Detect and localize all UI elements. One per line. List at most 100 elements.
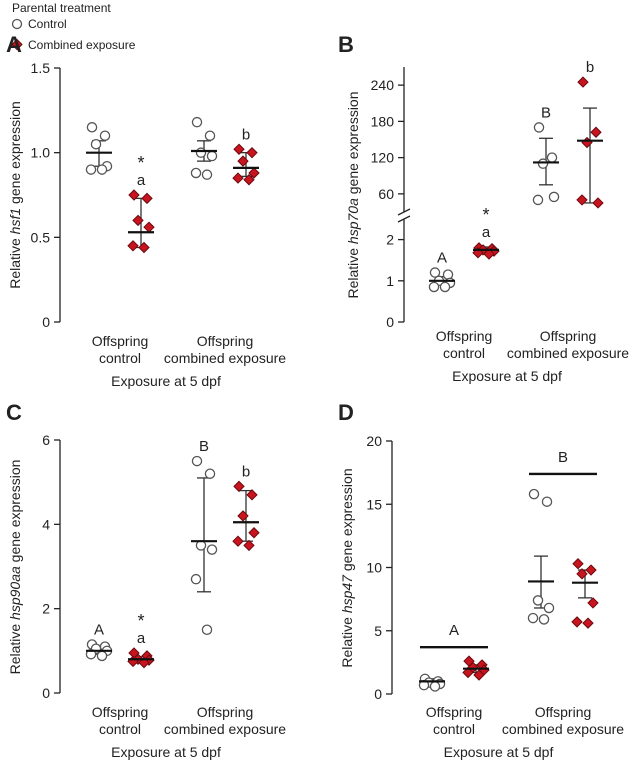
- data-point-control: [537, 158, 549, 169]
- y-axis-label-gene: hsp90aa: [7, 566, 23, 620]
- data-point-combined: [233, 480, 245, 493]
- data-point-combined: [232, 172, 244, 184]
- panel-letter: A: [6, 32, 22, 57]
- data-point-control: [532, 595, 544, 606]
- data-point-combined: [127, 240, 139, 252]
- data-point-combined: [233, 143, 245, 155]
- data-point-control: [533, 122, 545, 133]
- data-point-combined: [473, 669, 485, 681]
- x-axis-title: Exposure at 5 dpf: [111, 373, 221, 389]
- data-group-control: [418, 673, 446, 692]
- panel-letter: C: [6, 400, 22, 425]
- x-category-label-line1: Offspring: [92, 333, 149, 349]
- data-point-control: [96, 164, 108, 175]
- x-category-label-line2: combined exposure: [502, 721, 624, 737]
- y-tick-label: 10: [366, 560, 382, 576]
- y-axis-label: Relative hsp70a gene expression: [345, 91, 361, 298]
- data-point-control: [429, 267, 441, 278]
- y-tick-label: 0: [42, 314, 50, 330]
- significance-letter: a: [137, 172, 146, 189]
- panel-letter: B: [338, 32, 354, 57]
- y-tick-label: 1.5: [31, 60, 51, 76]
- data-group-control: [527, 488, 555, 625]
- significance-letter: B: [541, 104, 551, 121]
- y-tick-label: 2: [386, 232, 394, 248]
- data-group-control: [190, 116, 218, 180]
- y-axis-label-suffix: gene expression: [339, 468, 355, 575]
- x-category-label-line1: Offspring: [426, 704, 483, 720]
- y-axis-label-prefix: Relative: [345, 244, 361, 298]
- data-point-combined: [483, 248, 495, 260]
- data-point-control: [96, 650, 108, 662]
- data-point-control: [86, 122, 98, 133]
- data-point-combined: [248, 527, 260, 539]
- x-category-label-line1: Offspring: [535, 704, 592, 720]
- y-tick-label: 0: [42, 685, 50, 701]
- legend-control-marker: [11, 18, 23, 30]
- data-point-combined: [237, 510, 249, 522]
- data-group-control: B: [532, 104, 560, 206]
- significance-letter: b: [586, 59, 594, 76]
- x-category-label-line2: control: [433, 721, 475, 737]
- data-point-control: [204, 468, 216, 479]
- x-category-label-line2: control: [99, 721, 141, 737]
- data-point-combined: [138, 241, 150, 254]
- data-point-combined: [246, 146, 258, 159]
- data-group-control: [85, 122, 113, 175]
- data-group-combined: b: [232, 126, 260, 186]
- x-category-label-line2: combined exposure: [164, 350, 286, 366]
- data-point-control: [206, 150, 218, 162]
- significance-letter: A: [437, 250, 447, 267]
- data-group-combined: *a: [127, 611, 155, 669]
- data-point-combined: [243, 539, 255, 552]
- x-category-label-line2: combined exposure: [507, 345, 629, 361]
- legend-control-label: Control: [28, 17, 67, 31]
- data-point-control: [191, 455, 203, 467]
- x-axis-title: Exposure at 5 dpf: [111, 744, 221, 760]
- data-group-combined: *a: [472, 205, 500, 260]
- significance-star: *: [482, 205, 489, 225]
- data-group-combined: [571, 557, 599, 629]
- data-point-control: [429, 681, 441, 692]
- data-point-control: [428, 281, 440, 293]
- data-point-control: [191, 116, 203, 128]
- y-axis-label: Relative hsp47 gene expression: [339, 468, 355, 667]
- panel-letter: D: [338, 400, 354, 425]
- axis-break-mark: [397, 208, 411, 216]
- x-category-label-line2: control: [443, 345, 485, 361]
- x-category-label-line1: Offspring: [197, 333, 254, 349]
- data-point-combined: [571, 616, 583, 628]
- data-point-control: [99, 130, 111, 141]
- y-tick-label: 2: [42, 601, 50, 617]
- axis-break-mark: [397, 215, 411, 223]
- legend-combined-label: Combined exposure: [28, 38, 136, 52]
- y-tick-label: 6: [42, 432, 50, 448]
- data-group-combined: b: [576, 59, 604, 209]
- y-tick-label: 240: [371, 77, 395, 93]
- y-tick-label: 20: [366, 433, 382, 449]
- significance-letter: b: [242, 126, 250, 143]
- x-category-label-line1: Offspring: [436, 328, 493, 344]
- data-point-combined: [572, 557, 584, 570]
- y-tick-label: 15: [366, 496, 382, 512]
- group-significance-letter: B: [558, 449, 568, 466]
- data-point-combined: [576, 194, 588, 206]
- data-group-combined: [462, 655, 490, 681]
- y-tick-label: 1: [386, 273, 394, 289]
- x-axis-title: Exposure at 5 dpf: [444, 744, 554, 760]
- x-category-label-line2: combined exposure: [164, 721, 286, 737]
- y-tick-label: 180: [371, 113, 395, 129]
- significance-star: *: [137, 611, 144, 631]
- data-point-control: [439, 281, 451, 293]
- data-point-control: [190, 167, 202, 179]
- data-point-control: [85, 164, 97, 175]
- y-axis-label: Relative hsp90aa gene expression: [7, 460, 23, 675]
- y-axis-label-suffix: gene expression: [7, 460, 23, 567]
- y-axis-label-gene: hsf1: [7, 208, 23, 234]
- data-point-combined: [576, 568, 588, 580]
- y-axis-label-prefix: Relative: [7, 234, 23, 288]
- significance-letter: A: [94, 622, 104, 639]
- data-point-control: [195, 147, 207, 158]
- x-category-label-line2: control: [99, 350, 141, 366]
- data-point-control: [527, 612, 539, 624]
